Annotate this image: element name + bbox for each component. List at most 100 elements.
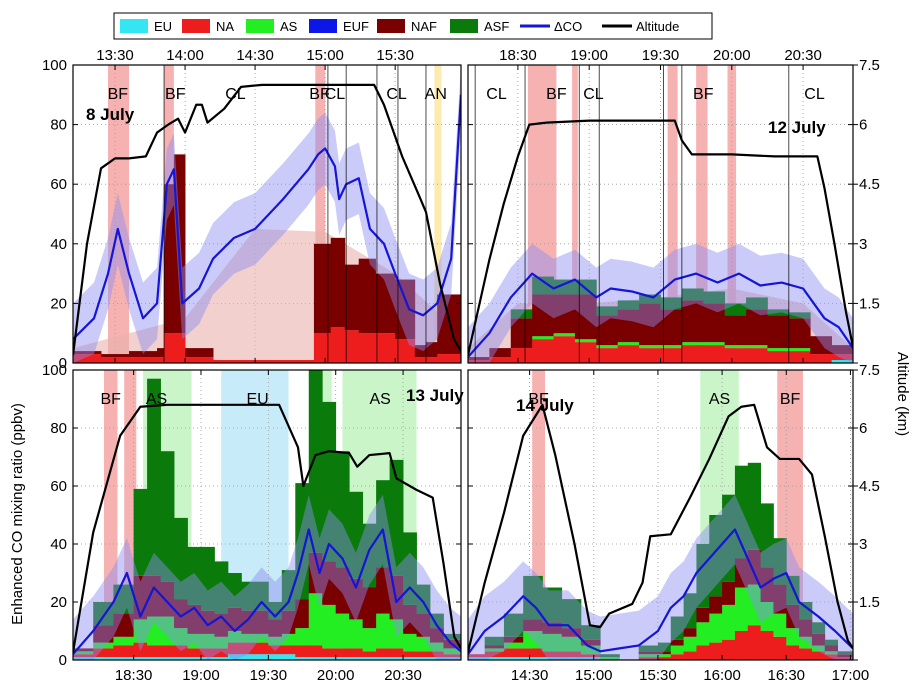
stack-naf-3-10 xyxy=(657,651,672,655)
stack-asf-3-3 xyxy=(523,575,543,620)
stack-naf-1-6 xyxy=(596,315,619,346)
region-label-1-2: CL xyxy=(583,86,604,103)
stack-na-2-11 xyxy=(241,642,256,655)
region-label-3-0: BF xyxy=(528,391,549,408)
stack-na-2-23 xyxy=(403,651,417,658)
co-band-2 xyxy=(73,494,461,660)
stack-na-3-0 xyxy=(468,654,486,658)
stack-eu-3-4 xyxy=(542,657,563,660)
stack-na-1-0 xyxy=(468,360,490,363)
stack-asf-1-12 xyxy=(724,303,747,316)
stack-na-3-14 xyxy=(709,642,723,660)
y-tick-label-0-3: 60 xyxy=(50,176,67,193)
stack-as-3-14 xyxy=(709,613,723,643)
stack-asf-1-10 xyxy=(681,288,704,301)
stack-asf-3-9 xyxy=(638,645,659,652)
stack-naf-2-24 xyxy=(416,613,431,637)
stack-as-3-11 xyxy=(670,645,684,655)
stack-na-0-10 xyxy=(297,360,315,363)
stack-asf-2-17 xyxy=(322,401,337,562)
stack-eu-2-18 xyxy=(335,657,350,660)
alt-tick-label-1-5: 7.5 xyxy=(859,57,880,74)
stack-naf-0-13 xyxy=(344,264,360,331)
co-line-1 xyxy=(468,272,853,358)
stack-na-1-10 xyxy=(681,345,704,363)
stack-naf-1-11 xyxy=(703,303,726,343)
stack-as-3-6 xyxy=(580,645,601,655)
stack-naf-3-22 xyxy=(811,633,826,646)
stack-na-0-17 xyxy=(414,357,427,363)
x-tick-label-0-3: 15:00 xyxy=(306,47,344,64)
y-tick-label-0-0: 0 xyxy=(59,355,67,372)
stack-eu-2-24 xyxy=(416,657,431,660)
stack-na-3-6 xyxy=(580,654,601,658)
stack-as-2-16 xyxy=(308,593,323,646)
y-tick-label-0-4: 80 xyxy=(50,117,67,134)
region-label-0-0: BF xyxy=(108,86,129,103)
stack-na-3-22 xyxy=(811,651,826,660)
stack-na-0-18 xyxy=(425,357,438,363)
stack-eu-2-9 xyxy=(214,657,229,660)
stack-asf-2-8 xyxy=(200,546,215,611)
stack-na-2-21 xyxy=(376,648,390,658)
stack-asf-2-23 xyxy=(403,532,417,605)
stack-as-3-4 xyxy=(542,633,563,652)
stack-na-1-11 xyxy=(703,345,726,363)
stack-as-1-9 xyxy=(660,345,683,349)
stack-as-1-11 xyxy=(703,342,726,346)
alt-tick-label-3-2: 3 xyxy=(859,536,867,553)
stack-na-2-19 xyxy=(349,648,364,658)
stack-na-2-12 xyxy=(254,642,269,655)
stack-na-2-9 xyxy=(214,648,229,658)
stack-na-2-8 xyxy=(200,648,215,658)
panel-1: CL BF CL BF CL 18:30 19:00 19:30 20:00 20:30 1.5 3 4… xyxy=(467,47,880,364)
stack-asf-3-12 xyxy=(683,593,697,629)
stack-eu-3-5 xyxy=(561,657,582,660)
stack-eu-2-4 xyxy=(147,657,161,660)
stack-naf-0-1 xyxy=(101,354,130,358)
stack-na-1-7 xyxy=(617,345,640,363)
panel-2: BF AS EU AS 18:30 19:00 19:30 20:00 20:30 0 20 40 60… xyxy=(42,362,464,684)
stack-naf-3-18 xyxy=(760,567,774,602)
stack-naf-1-15 xyxy=(788,318,811,349)
stack-na-1-9 xyxy=(660,348,683,363)
stack-asf-2-20 xyxy=(362,523,377,588)
stack-eu-2-3 xyxy=(133,657,148,660)
stack-asf-2-13 xyxy=(268,602,283,620)
stack-na-2-17 xyxy=(322,648,337,658)
stack-asf-3-6 xyxy=(580,625,601,640)
stack-na-2-10 xyxy=(227,642,242,655)
panel-body-2 xyxy=(73,370,461,660)
stack-asf-3-11 xyxy=(670,616,684,640)
stack-naf-3-16 xyxy=(734,558,749,588)
stack-asf-3-19 xyxy=(773,538,787,585)
stack-naf-3-14 xyxy=(709,596,723,614)
stack-naf-0-0 xyxy=(73,351,102,355)
stack-as-1-7 xyxy=(617,342,640,346)
x-tick-label-1-4: 20:30 xyxy=(784,47,822,64)
stack-as-2-26 xyxy=(443,648,461,655)
stack-naf-1-0 xyxy=(468,357,490,361)
y-tick-label-2-5: 100 xyxy=(42,362,67,379)
stack-asf-2-11 xyxy=(241,581,256,611)
stack-asf-2-10 xyxy=(227,573,242,608)
panel-frame-0 xyxy=(72,64,462,364)
stack-eu-2-8 xyxy=(200,657,215,660)
stack-naf-0-2 xyxy=(129,351,158,358)
panel-date-label-3: 14 July xyxy=(516,396,574,415)
stack-asf-2-16 xyxy=(308,370,323,553)
stack-naf-2-2 xyxy=(113,613,135,637)
stack-as-3-18 xyxy=(760,602,774,631)
x-tick-label-1-3: 20:00 xyxy=(713,47,751,64)
stack-as-2-25 xyxy=(430,642,444,652)
stack-naf-3-3 xyxy=(523,619,543,631)
stack-na-2-15 xyxy=(295,645,310,658)
stack-eu-3-0 xyxy=(468,657,486,660)
stack-na-2-20 xyxy=(362,651,377,658)
region-bf-1-2 xyxy=(667,65,678,363)
region-label-0-4: CL xyxy=(325,86,346,103)
stack-asf-2-3 xyxy=(133,488,148,576)
stack-eu-2-2 xyxy=(113,657,135,660)
stack-as-2-9 xyxy=(214,636,229,649)
